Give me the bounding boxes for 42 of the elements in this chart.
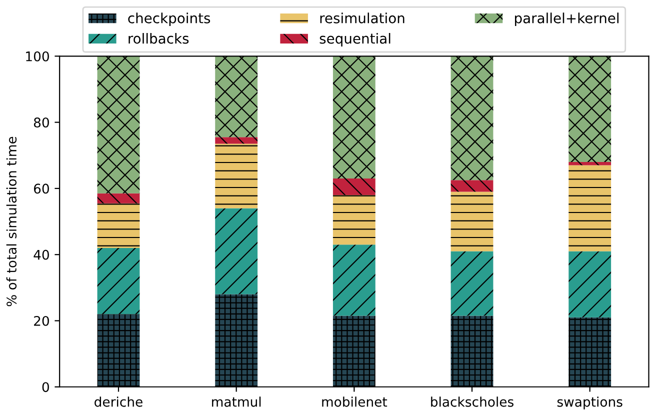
bar <box>215 294 258 387</box>
bar <box>332 178 376 196</box>
y-tick-label: 80 <box>34 118 49 128</box>
bar <box>568 251 612 318</box>
bar <box>97 56 140 194</box>
bar <box>97 203 140 248</box>
bar <box>215 137 258 144</box>
legend-label: sequential <box>320 32 390 46</box>
y-tick-label: 100 <box>26 51 49 62</box>
bar <box>568 162 612 166</box>
y-tick-label: 60 <box>34 184 49 194</box>
bar <box>332 316 376 387</box>
bar <box>450 316 494 387</box>
bar <box>568 165 612 252</box>
bar <box>568 317 612 387</box>
bar <box>97 248 140 314</box>
bar <box>450 56 494 180</box>
bar <box>97 193 140 204</box>
bar <box>450 192 494 252</box>
x-tick-label: mobilenet <box>322 396 388 407</box>
bar <box>332 56 376 179</box>
bar <box>332 244 376 316</box>
bar <box>215 208 258 294</box>
legend-label: resimulation <box>320 12 404 24</box>
y-tick-label: 40 <box>34 250 49 260</box>
bar <box>215 56 258 138</box>
y-tick-label: 0 <box>42 382 49 392</box>
legend-label: parallel+kernel <box>515 12 619 26</box>
bar <box>215 144 258 208</box>
y-tick-label: 20 <box>34 316 49 326</box>
x-tick-label: blackscholes <box>431 396 514 407</box>
legend-label: rollbacks <box>128 32 189 44</box>
x-tick-label: swaptions <box>557 396 622 410</box>
bar <box>97 314 140 387</box>
x-tick-label: matmul <box>212 396 261 407</box>
y-axis-title: % of total simulation time <box>6 136 17 306</box>
bar <box>568 56 612 162</box>
bar <box>450 251 494 316</box>
legend-label: checkpoints <box>128 12 210 26</box>
bar <box>450 180 494 192</box>
bar <box>332 195 376 245</box>
x-tick-label: deriche <box>94 396 142 407</box>
